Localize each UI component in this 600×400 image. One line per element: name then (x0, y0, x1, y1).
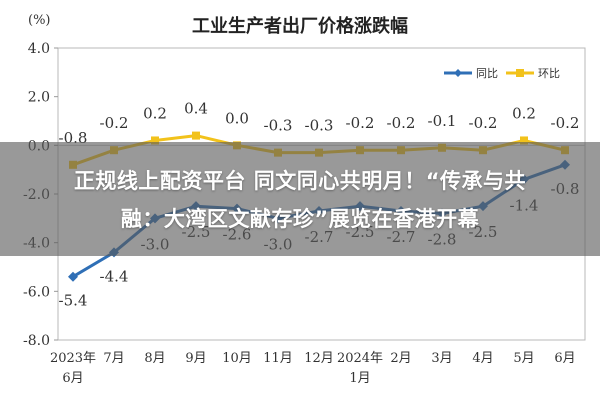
y-tick-label: -6.0 (23, 284, 50, 300)
data-point-yoy (68, 271, 78, 282)
y-tick-label: 4.0 (28, 41, 50, 57)
data-label-yoy: -5.4 (59, 292, 88, 310)
data-label-mom: 0.2 (512, 104, 536, 122)
x-tick-label: 6月 (62, 371, 83, 386)
overlay-text-line-1: 正规线上配资平台 同文同心共明月！“传承与共 (73, 169, 527, 193)
y-tick-label: -8.0 (23, 333, 50, 349)
data-point-mom (192, 131, 200, 140)
data-point-mom (520, 136, 528, 145)
data-label-yoy: -4.4 (100, 267, 129, 285)
x-tick-label: 2024年 (337, 351, 383, 366)
chart-title: 工业生产者出厂价格涨跌幅 (192, 15, 408, 37)
x-tick-label: 7月 (103, 351, 124, 366)
x-tick-label: 6月 (554, 351, 575, 366)
data-label-mom: -0.2 (100, 114, 129, 132)
legend-item-yoy-label: 同比 (476, 67, 498, 80)
x-tick-label: 12月 (304, 351, 334, 366)
y-tick-label: 2.0 (28, 90, 50, 106)
x-tick-label: 11月 (263, 351, 293, 366)
legend-item-mom-marker (516, 69, 524, 77)
legend: 同比 环比 (444, 67, 560, 80)
data-label-mom: -0.2 (346, 114, 375, 132)
data-label-mom: 0.2 (143, 104, 167, 122)
x-tick-label: 3月 (431, 351, 452, 366)
data-label-mom: -0.3 (264, 117, 293, 135)
data-label-mom: -0.2 (469, 114, 498, 132)
legend-item-mom-label: 环比 (538, 67, 560, 80)
data-label-mom: -0.1 (428, 112, 457, 130)
legend-item-yoy-marker (454, 69, 462, 77)
x-tick-label: 10月 (222, 351, 252, 366)
x-tick-label: 2月 (390, 351, 411, 366)
x-tick-label: 8月 (144, 351, 165, 366)
chart-unit-label: (%) (28, 13, 51, 28)
overlay-text-line-2: 融：大湾区文献存珍”展览在香港开幕 (120, 207, 480, 231)
data-point-mom (151, 136, 159, 145)
data-label-mom: 0.0 (225, 109, 249, 127)
x-tick-label: 5月 (513, 351, 534, 366)
data-label-mom: -0.2 (551, 114, 580, 132)
x-tick-label: 1月 (349, 371, 370, 386)
x-tick-label: 9月 (185, 351, 206, 366)
overlay-banner (0, 142, 600, 256)
data-label-mom: -0.2 (387, 114, 416, 132)
data-label-mom: -0.3 (305, 117, 334, 135)
data-label-mom: 0.4 (184, 100, 208, 118)
x-tick-label: 2023年 (50, 351, 96, 366)
x-tick-label: 4月 (472, 351, 493, 366)
